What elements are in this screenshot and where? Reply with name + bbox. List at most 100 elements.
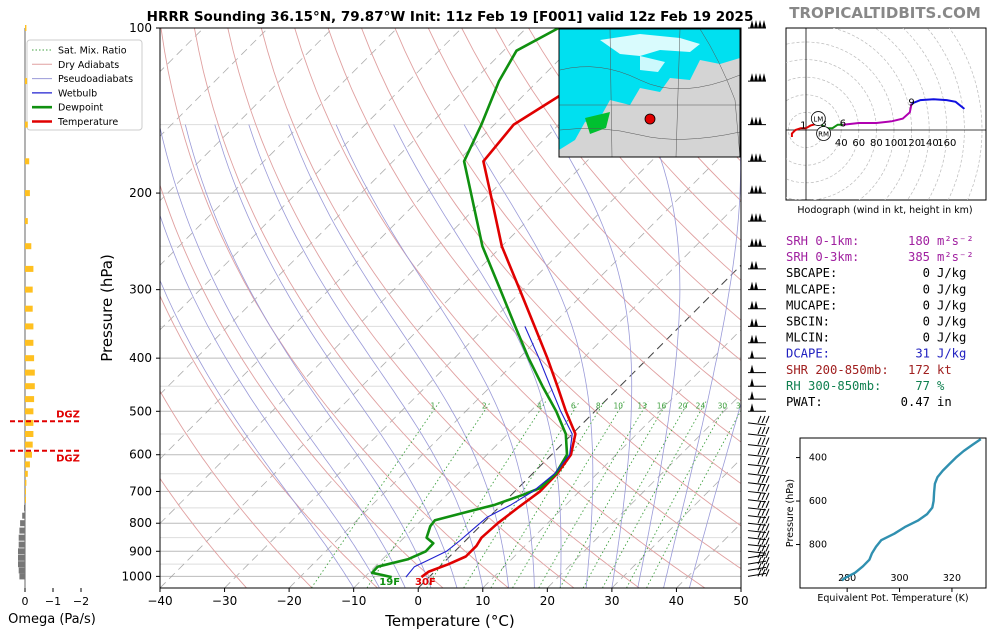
wind-barb-feather — [765, 492, 770, 500]
x-tick-label: 40 — [669, 594, 684, 608]
mixing-ratio-label: 6 — [571, 401, 576, 410]
wind-barb-flag — [750, 213, 754, 222]
index-label: MUCAPE: — [786, 298, 837, 312]
wind-barb-flag — [750, 238, 754, 247]
wind-barb-feather — [761, 415, 766, 424]
wind-barb-feather — [757, 437, 762, 445]
x-tick-label: 10 — [475, 594, 490, 608]
omega-tick-label: 0 — [22, 595, 29, 608]
wind-barb-flag — [754, 213, 758, 222]
wind-barb-flag — [754, 238, 758, 247]
index-unit: in — [937, 395, 952, 409]
theta-e-y-tick-label: 800 — [809, 540, 827, 551]
index-unit: m²s⁻² — [937, 250, 974, 264]
mixing-ratio-label: 13 — [637, 401, 647, 410]
pseudoadiabat — [160, 214, 380, 588]
hodograph-ring-label: 80 — [870, 138, 883, 149]
omega-bar — [25, 461, 30, 468]
omega-bar — [25, 419, 34, 426]
wind-barb-staff — [747, 433, 767, 437]
omega-bar — [25, 496, 26, 503]
mixing-ratio-line — [646, 409, 741, 588]
dry-adiabat — [461, 28, 741, 361]
mixing-ratio-label: 10 — [613, 401, 623, 410]
wind-barb-flag — [750, 350, 754, 359]
wind-barb-flag — [750, 403, 754, 412]
omega-bar — [25, 431, 34, 437]
mixing-ratio-line — [538, 401, 649, 588]
mixing-ratio-line — [512, 401, 625, 588]
wind-barb-flag — [758, 185, 762, 194]
wind-barb-flag — [750, 185, 754, 194]
omega-bar — [25, 305, 33, 312]
wind-barb-feather — [765, 556, 770, 565]
wind-barb-feather — [757, 508, 762, 516]
surface-dewpoint-label: 19F — [379, 577, 400, 588]
isotherm — [160, 28, 463, 331]
pseudoadiabat — [393, 124, 562, 588]
dry-adiabat — [427, 28, 741, 402]
wind-barb-flag — [750, 153, 754, 162]
x-tick-label: 20 — [540, 594, 555, 608]
wind-barb-feather — [765, 437, 770, 445]
dry-adiabat — [160, 294, 378, 588]
mixing-ratio-label: 30 — [718, 401, 728, 410]
wind-barb-feather — [761, 530, 766, 538]
wind-barb-feather — [757, 475, 762, 483]
mixing-ratio-label: 36 — [736, 401, 746, 410]
omega-bar — [25, 369, 35, 376]
wind-barb-feather — [757, 556, 762, 565]
pseudoadiabat — [549, 124, 633, 588]
wind-barb-feather — [765, 500, 770, 509]
x-tick-label: −30 — [212, 594, 237, 608]
pseudoadiabat — [160, 279, 355, 588]
hodograph-trace — [911, 98, 966, 110]
wind-barb-staff — [747, 482, 767, 486]
wind-barb-feather — [765, 415, 770, 424]
omega-bar — [25, 158, 30, 165]
zero-isotherm — [417, 264, 741, 588]
dry-adiabat — [394, 28, 741, 443]
y-tick-label: 400 — [129, 351, 152, 365]
index-label: SRH 0-3km: — [786, 250, 859, 264]
mixing-ratio-line — [366, 401, 492, 588]
wind-barb-feather — [761, 523, 766, 531]
hodograph-ring-label: 40 — [835, 138, 848, 149]
wind-barb-flag — [758, 73, 762, 82]
pseudoadiabat — [160, 125, 406, 588]
mixing-ratio-line — [582, 401, 689, 588]
index-label: SBCIN: — [786, 315, 830, 329]
wind-barb-staff — [747, 454, 767, 458]
y-tick-label: 200 — [129, 186, 152, 200]
omega-bar — [25, 470, 28, 477]
wind-barb-feather — [765, 508, 770, 516]
index-value: 385 — [908, 250, 930, 264]
sounding-indices: SRH 0-1km: 180 m²s⁻² SRH 0-3km: 385 m²s⁻² SBCA… — [786, 234, 974, 409]
y-tick-label: 300 — [129, 283, 152, 297]
wind-barb-flag — [750, 300, 754, 309]
wind-barb-feather — [765, 537, 770, 545]
omega-bar — [19, 527, 25, 534]
mixing-ratio-label: 24 — [696, 401, 706, 410]
y-tick-label: 100 — [129, 21, 152, 35]
dry-adiabat — [327, 28, 741, 527]
wind-barb-feather — [757, 415, 762, 424]
y-tick-label: 600 — [129, 448, 152, 462]
storm-motion-label: LM — [813, 116, 823, 124]
storm-motion-marker — [810, 111, 826, 126]
pseudoadiabat — [637, 124, 681, 588]
wind-barb-flag — [754, 281, 758, 290]
dry-adiabat — [494, 28, 741, 321]
isotherm — [547, 393, 741, 588]
legend-label: Wetbulb — [58, 88, 97, 99]
wind-barb-staff — [747, 463, 767, 467]
omega-bar — [25, 25, 27, 31]
dry-adiabat — [361, 28, 741, 485]
wind-barb-feather — [765, 475, 770, 483]
wind-barb-feather — [761, 447, 766, 455]
isotherm — [160, 28, 527, 395]
pseudoadiabat — [689, 401, 741, 588]
omega-bar — [25, 441, 33, 448]
